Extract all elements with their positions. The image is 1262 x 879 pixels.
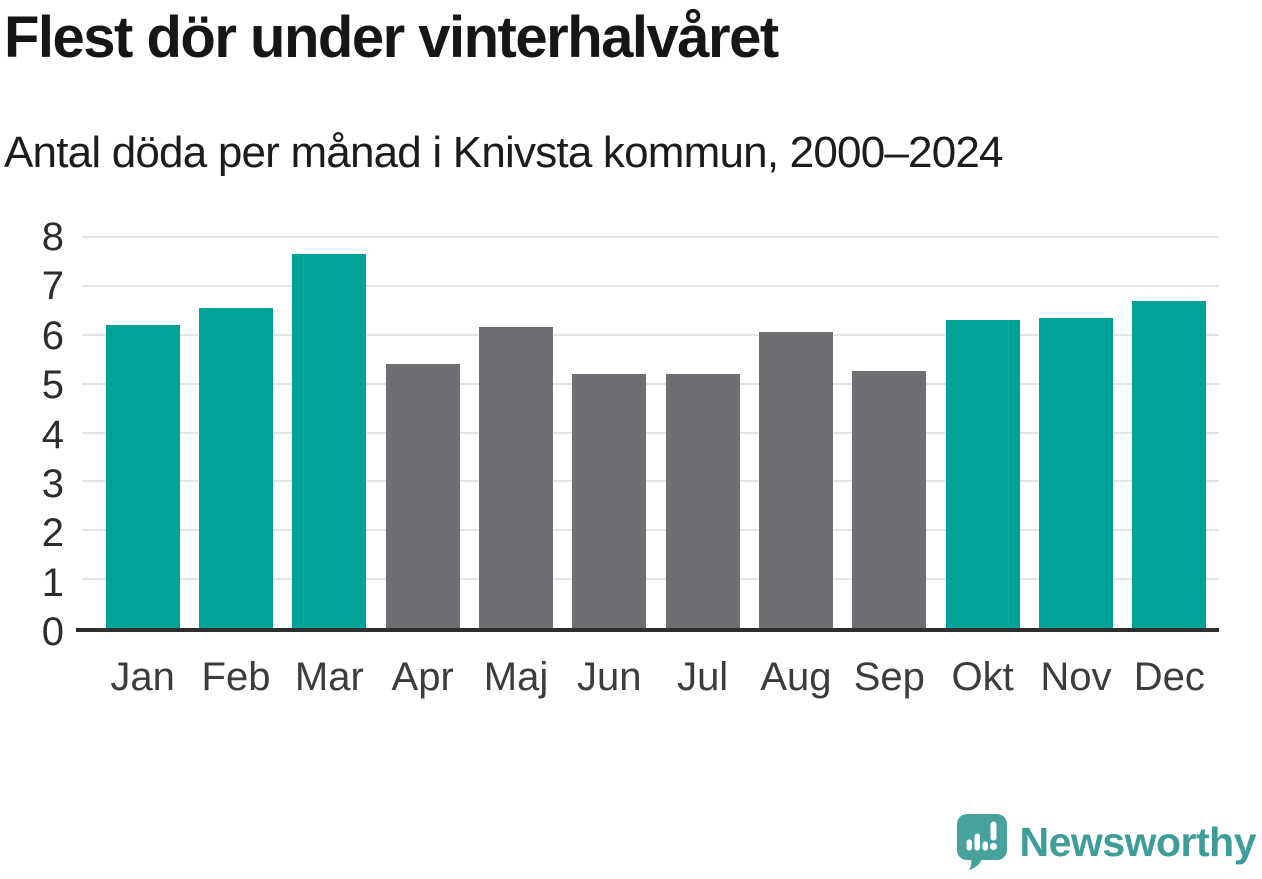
gridline (82, 480, 1219, 483)
bar-apr (385, 364, 460, 628)
bar-jul (665, 373, 740, 628)
bar-slot-sep (843, 237, 936, 628)
y-tick-label: 8 (41, 215, 64, 259)
bar-slot-feb (189, 237, 282, 628)
bar-series (96, 237, 1216, 628)
chart-subtitle: Antal döda per månad i Knivsta kommun, 2… (4, 128, 1004, 177)
bar-slot-nov (1029, 237, 1122, 628)
gridline (82, 431, 1219, 434)
y-tick-label: 4 (41, 412, 64, 457)
bar-jun (572, 373, 647, 628)
bar-slot-dec (1123, 237, 1216, 628)
bar-slot-mar (283, 237, 376, 628)
chart-title: Flest dör under vinterhalvåret (4, 5, 779, 70)
bar-slot-aug (749, 237, 842, 628)
x-tick-label-dec: Dec (1133, 655, 1205, 699)
bar-slot-jan (96, 237, 189, 628)
plot-area (76, 236, 1219, 632)
bar-slot-apr (376, 237, 469, 628)
bar-slot-jun (563, 237, 656, 628)
bar-jan (105, 324, 180, 628)
gridline (82, 333, 1219, 336)
y-tick-label: 2 (41, 511, 64, 556)
x-tick-label-maj: Maj (483, 655, 549, 699)
x-tick-label-apr: Apr (391, 655, 454, 699)
x-tick-label-nov: Nov (1040, 655, 1112, 699)
y-tick-label: 0 (41, 610, 64, 654)
x-tick-label-jun: Jun (577, 655, 642, 699)
bar-sep (852, 371, 927, 628)
gridline (82, 529, 1219, 532)
y-tick-label: 6 (41, 313, 64, 358)
bar-maj (478, 327, 553, 628)
x-tick-label-okt: Okt (951, 655, 1014, 699)
bar-slot-maj (469, 237, 562, 628)
x-tick-label-feb: Feb (201, 655, 271, 699)
y-tick-label: 5 (41, 363, 64, 408)
bar-aug (758, 332, 833, 628)
y-tick-label: 7 (41, 264, 64, 309)
bar-slot-okt (936, 237, 1029, 628)
bar-mar (292, 254, 367, 628)
x-tick-label-jul: Jul (677, 655, 729, 699)
x-axis: Jan Feb Mar Apr Maj Jun Jul Aug Sep Okt Nov Dec (96, 655, 1216, 700)
gridline (82, 382, 1219, 385)
y-tick-label: 1 (41, 560, 64, 605)
x-tick-label-mar: Mar (294, 655, 364, 699)
x-tick-label-jan: Jan (110, 655, 175, 699)
x-tick-label-aug: Aug (760, 655, 832, 699)
bar-feb (198, 307, 273, 628)
bar-nov (1038, 317, 1113, 628)
y-tick-label: 3 (41, 461, 64, 506)
gridline (82, 236, 1219, 238)
bar-slot-jul (656, 237, 749, 628)
gridline (82, 284, 1219, 287)
bar-dec (1132, 300, 1207, 628)
bar-okt (945, 320, 1020, 628)
newsworthy-logo-text: Newsworthy (1019, 819, 1257, 865)
x-tick-label-sep: Sep (853, 655, 925, 699)
newsworthy-logo: Newsworthy (956, 814, 1257, 871)
gridline (82, 578, 1219, 581)
newsworthy-logo-icon (956, 814, 1007, 870)
